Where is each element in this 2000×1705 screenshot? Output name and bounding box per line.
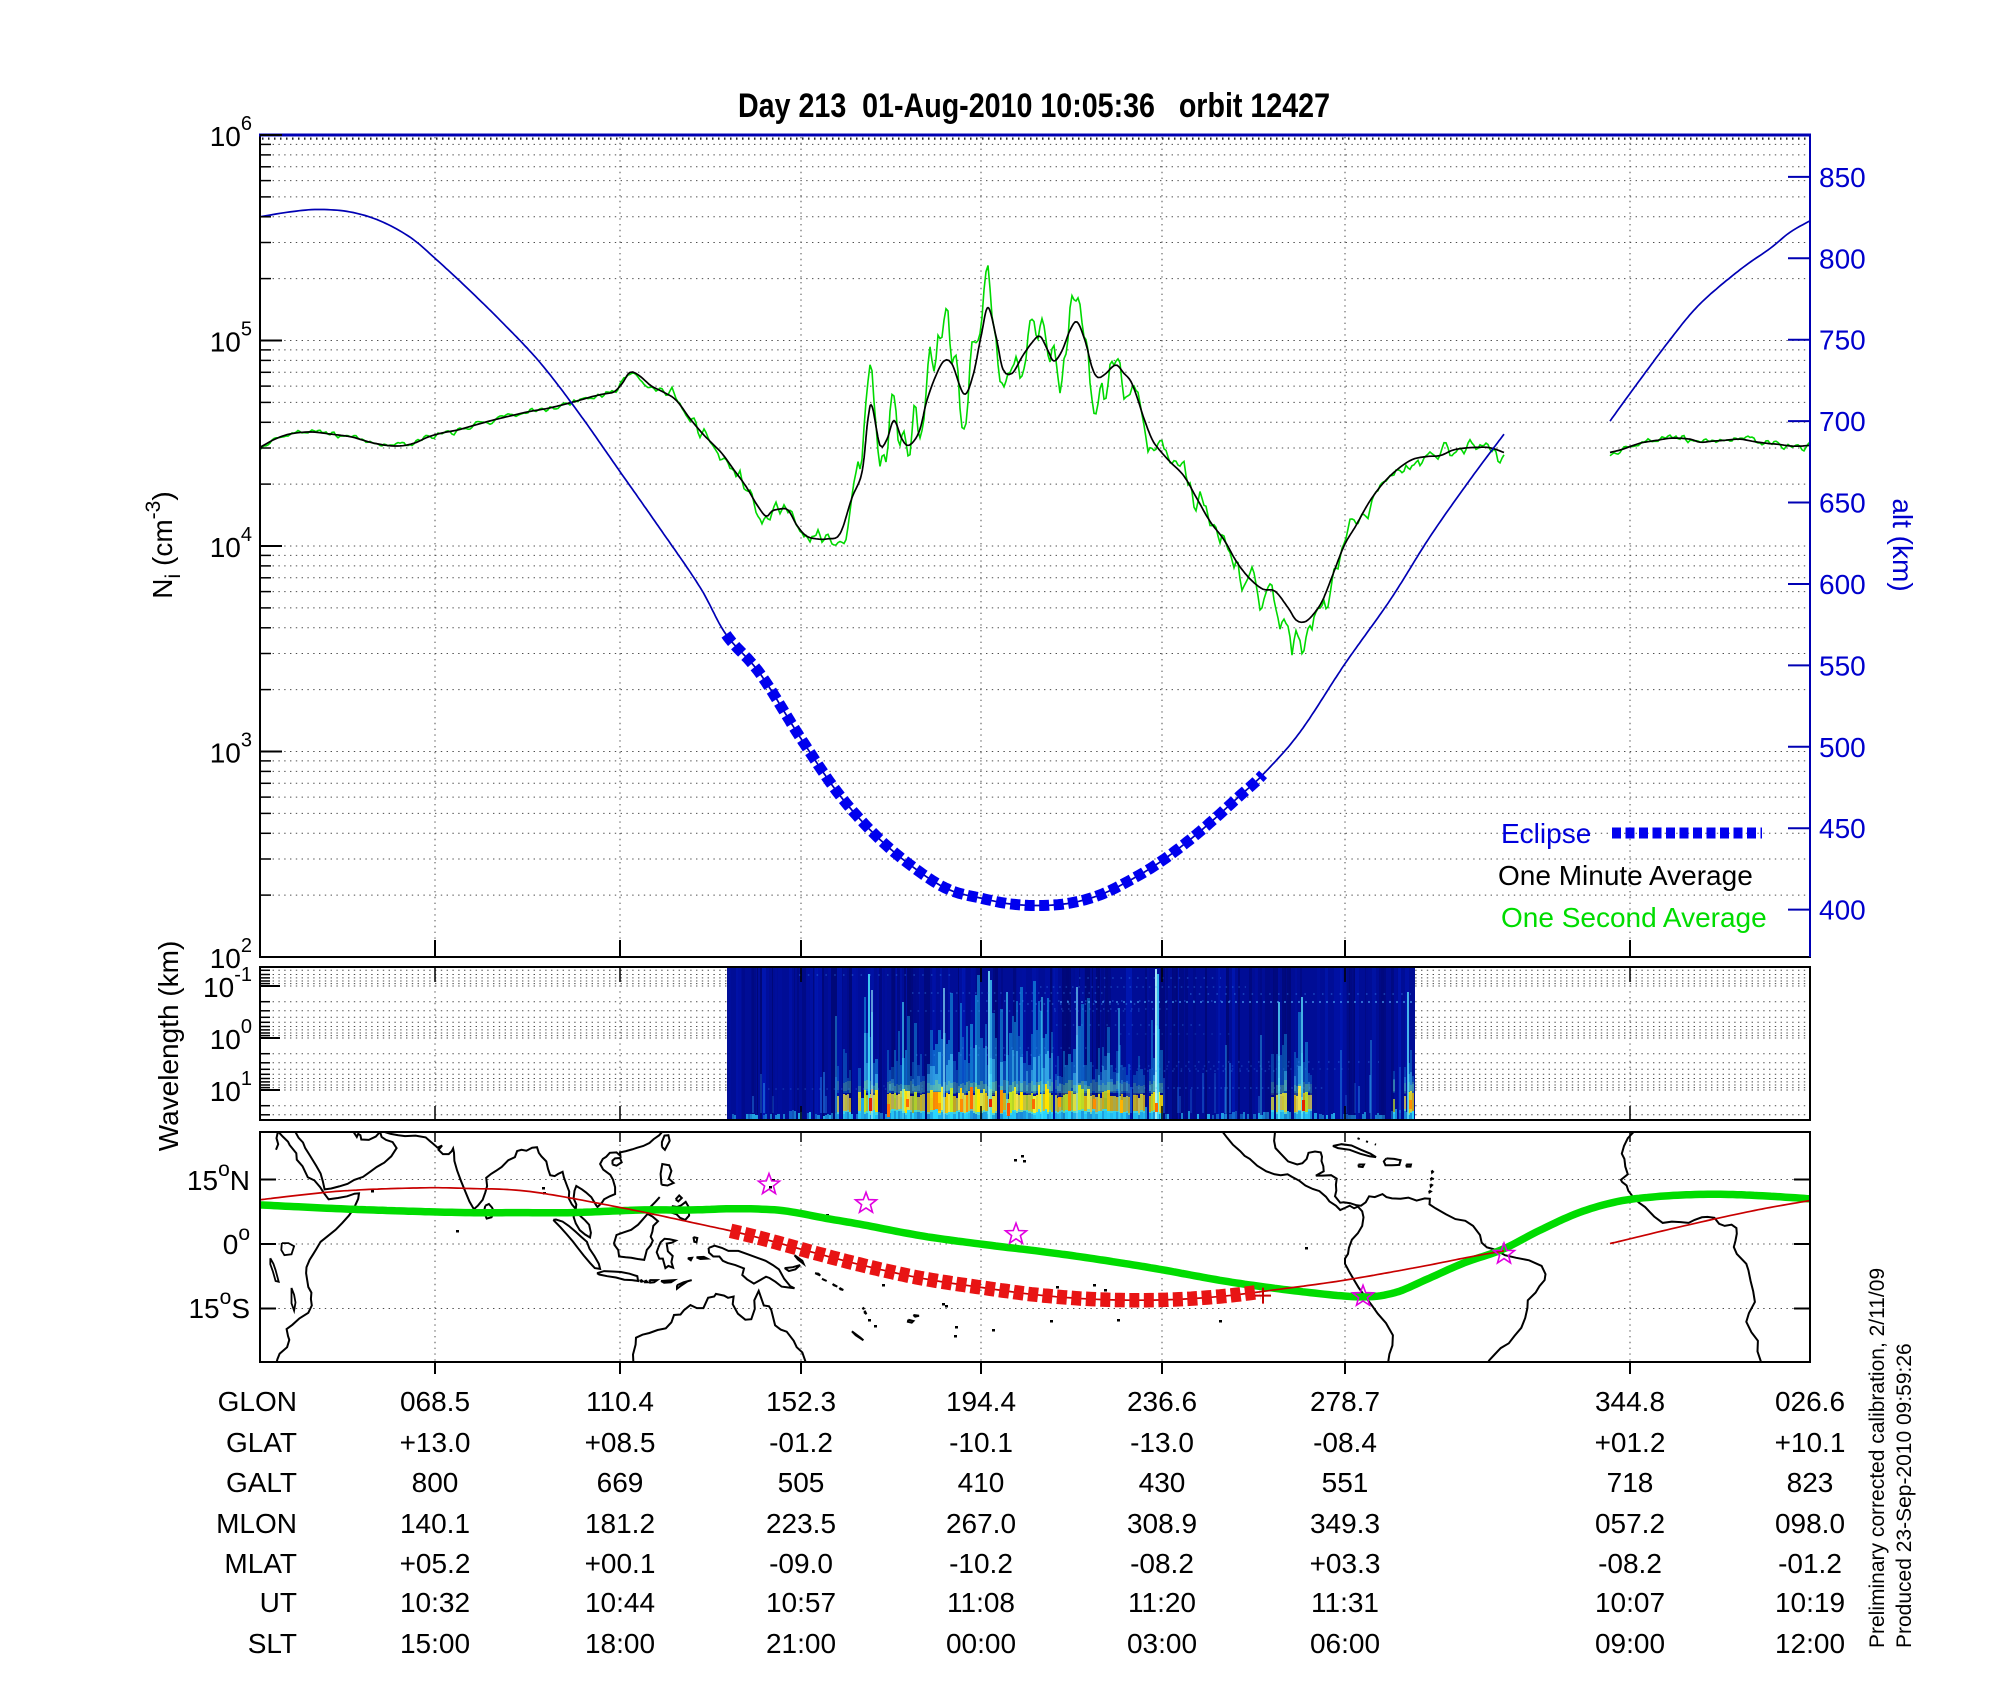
svg-text:+08.5: +08.5 [585, 1427, 656, 1458]
svg-text:278.7: 278.7 [1310, 1386, 1380, 1417]
svg-text:-08.2: -08.2 [1598, 1548, 1662, 1579]
svg-text:098.0: 098.0 [1775, 1508, 1845, 1539]
svg-text:349.3: 349.3 [1310, 1508, 1380, 1539]
svg-text:-10.1: -10.1 [949, 1427, 1013, 1458]
svg-text:Wavelength (km): Wavelength (km) [153, 941, 184, 1152]
svg-text:15oN: 15oN [187, 1158, 250, 1196]
svg-text:500: 500 [1819, 732, 1866, 763]
svg-text:15oS: 15oS [188, 1286, 250, 1324]
svg-text:550: 550 [1819, 650, 1866, 681]
svg-text:21:00: 21:00 [766, 1628, 836, 1659]
svg-text:267.0: 267.0 [946, 1508, 1016, 1539]
svg-text:GLAT: GLAT [226, 1427, 297, 1458]
svg-text:823: 823 [1787, 1467, 1834, 1498]
svg-text:SLT: SLT [248, 1628, 297, 1659]
svg-text:11:20: 11:20 [1128, 1587, 1196, 1618]
svg-text:+00.1: +00.1 [585, 1548, 656, 1579]
svg-text:400: 400 [1819, 895, 1866, 926]
svg-text:03:00: 03:00 [1127, 1628, 1197, 1659]
svg-text:505: 505 [778, 1467, 825, 1498]
svg-text:-08.2: -08.2 [1130, 1548, 1194, 1579]
svg-text:650: 650 [1819, 488, 1866, 519]
svg-text:410: 410 [958, 1467, 1005, 1498]
svg-text:MLON: MLON [216, 1508, 297, 1539]
svg-text:344.8: 344.8 [1595, 1386, 1665, 1417]
svg-text:09:00: 09:00 [1595, 1628, 1665, 1659]
svg-text:-09.0: -09.0 [769, 1548, 833, 1579]
svg-text:-13.0: -13.0 [1130, 1427, 1194, 1458]
svg-text:15:00: 15:00 [400, 1628, 470, 1659]
svg-text:718: 718 [1607, 1467, 1654, 1498]
svg-text:+10.1: +10.1 [1775, 1427, 1846, 1458]
svg-text:750: 750 [1819, 325, 1866, 356]
svg-text:669: 669 [597, 1467, 644, 1498]
svg-text:+13.0: +13.0 [400, 1427, 471, 1458]
svg-text:10:57: 10:57 [766, 1587, 836, 1618]
svg-text:110.4: 110.4 [586, 1386, 654, 1417]
svg-text:236.6: 236.6 [1127, 1386, 1197, 1417]
svg-text:18:00: 18:00 [585, 1628, 655, 1659]
svg-text:GLON: GLON [218, 1386, 297, 1417]
svg-text:10:19: 10:19 [1775, 1587, 1845, 1618]
svg-text:11:31: 11:31 [1311, 1587, 1379, 1618]
svg-text:152.3: 152.3 [766, 1386, 836, 1417]
svg-text:One Minute Average: One Minute Average [1498, 860, 1753, 891]
svg-text:12:00: 12:00 [1775, 1628, 1845, 1659]
svg-text:Produced 23-Sep-2010 09:59:26: Produced 23-Sep-2010 09:59:26 [1893, 1343, 1916, 1648]
svg-text:10:32: 10:32 [400, 1587, 470, 1618]
svg-text:UT: UT [260, 1587, 297, 1618]
svg-text:850: 850 [1819, 162, 1866, 193]
svg-text:308.9: 308.9 [1127, 1508, 1197, 1539]
svg-text:450: 450 [1819, 813, 1866, 844]
svg-text:-01.2: -01.2 [1778, 1548, 1842, 1579]
svg-text:11:08: 11:08 [947, 1587, 1015, 1618]
svg-text:Ni (cm-3): Ni (cm-3) [142, 491, 185, 598]
svg-text:430: 430 [1139, 1467, 1186, 1498]
svg-text:10:07: 10:07 [1595, 1587, 1665, 1618]
svg-text:057.2: 057.2 [1595, 1508, 1665, 1539]
svg-text:600: 600 [1819, 569, 1866, 600]
svg-text:-10.2: -10.2 [949, 1548, 1013, 1579]
svg-text:-08.4: -08.4 [1313, 1427, 1377, 1458]
svg-text:181.2: 181.2 [585, 1508, 655, 1539]
svg-text:+03.3: +03.3 [1310, 1548, 1381, 1579]
svg-text:+05.2: +05.2 [400, 1548, 471, 1579]
svg-text:800: 800 [412, 1467, 459, 1498]
svg-text:00:00: 00:00 [946, 1628, 1016, 1659]
svg-text:Day 213 01-Aug-2010 10:05:36: Day 213 01-Aug-2010 10:05:36 orbit 12427 [738, 87, 1330, 125]
svg-text:068.5: 068.5 [400, 1386, 470, 1417]
svg-text:026.6: 026.6 [1775, 1386, 1845, 1417]
svg-text:Eclipse: Eclipse [1501, 818, 1591, 849]
svg-text:551: 551 [1322, 1467, 1369, 1498]
svg-text:140.1: 140.1 [400, 1508, 470, 1539]
svg-text:Preliminary corrected calibrat: Preliminary corrected calibration, 2/11/… [1866, 1268, 1889, 1648]
svg-text:alt (km): alt (km) [1887, 498, 1918, 591]
svg-text:800: 800 [1819, 243, 1866, 274]
svg-text:One Second Average: One Second Average [1501, 902, 1767, 933]
svg-text:06:00: 06:00 [1310, 1628, 1380, 1659]
svg-text:223.5: 223.5 [766, 1508, 836, 1539]
svg-text:GALT: GALT [226, 1467, 297, 1498]
svg-text:194.4: 194.4 [946, 1386, 1016, 1417]
svg-text:MLAT: MLAT [224, 1548, 297, 1579]
svg-text:-01.2: -01.2 [769, 1427, 833, 1458]
svg-text:+01.2: +01.2 [1595, 1427, 1666, 1458]
svg-text:10:44: 10:44 [585, 1587, 655, 1618]
svg-text:700: 700 [1819, 406, 1866, 437]
